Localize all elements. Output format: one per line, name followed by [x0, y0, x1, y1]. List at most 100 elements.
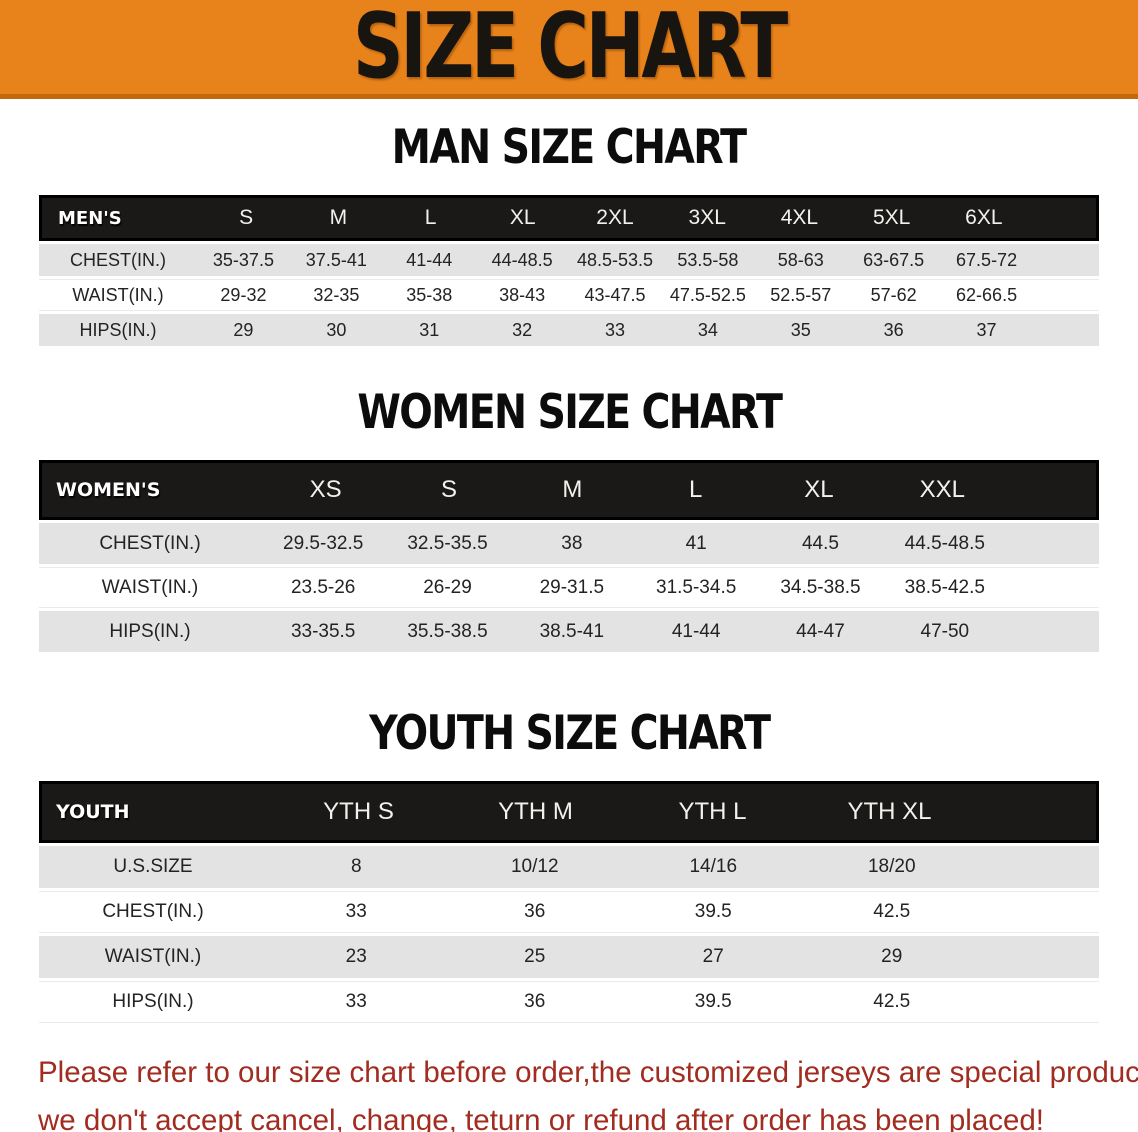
size-value: 23 — [345, 946, 367, 967]
banner-title: SIZE CHART — [352, 0, 788, 99]
size-value: 38 — [561, 532, 583, 554]
youth-section-heading: YOUTH SIZE CHART — [0, 710, 1138, 757]
women-size-table: WOMEN'S XS S M L XL XXL CHEST(IN.) 29.5-32.5 32.5… — [39, 460, 1099, 652]
table-row: WAIST(IN.) 23.5-26 26-29 29-31.5 31.5-34.5 34… — [39, 567, 1099, 608]
size-value: 35-37.5 — [212, 249, 274, 270]
size-value: 42.5 — [873, 991, 911, 1012]
size-value: 35.5-38.5 — [407, 620, 488, 642]
size-column-header: 4XL — [780, 206, 819, 229]
size-column-header: YTH XL — [847, 798, 932, 825]
size-column-header: M — [562, 476, 583, 503]
man-heading-text: MAN SIZE CHART — [392, 120, 747, 175]
size-column-header: XS — [309, 476, 342, 503]
size-value: 47-50 — [920, 620, 970, 642]
size-column-header: 5XL — [872, 206, 911, 229]
size-value: 41-44 — [671, 620, 721, 642]
size-chart-banner: SIZE CHART — [0, 0, 1138, 99]
size-value: 47.5-52.5 — [669, 284, 746, 305]
size-value: 41-44 — [406, 249, 453, 270]
table-row: WAIST(IN.) 23 25 27 29 — [39, 936, 1099, 978]
table-row: CHEST(IN.) 33 36 39.5 42.5 — [39, 891, 1099, 933]
row-label: HIPS(IN.) — [112, 991, 194, 1012]
size-value: 29.5-32.5 — [283, 532, 364, 554]
table-group-label: WOMEN'S — [56, 479, 161, 501]
size-column-header: L — [424, 206, 437, 229]
table-row: U.S.SIZE 8 10/12 14/16 18/20 — [39, 846, 1099, 888]
size-value: 39.5 — [694, 901, 732, 922]
size-value: 33 — [345, 991, 367, 1012]
size-value: 43-47.5 — [584, 284, 646, 305]
size-value: 41 — [685, 532, 707, 554]
size-column-header: 2XL — [596, 206, 634, 229]
size-value: 29-32 — [220, 284, 267, 305]
size-column-header: XL — [509, 206, 536, 229]
women-section-heading: WOMEN SIZE CHART — [0, 389, 1138, 436]
size-value: 30 — [326, 319, 347, 340]
size-value: 48.5-53.5 — [576, 249, 654, 270]
size-value: 33-35.5 — [290, 620, 356, 642]
disclaimer-text: Please refer to our size chart before or… — [38, 1049, 1138, 1132]
size-value: 57-62 — [870, 284, 917, 305]
size-column-header: YTH M — [498, 798, 573, 825]
table-header-row: WOMEN'S XS S M L XL XXL — [39, 460, 1099, 520]
size-value: 8 — [350, 856, 362, 877]
row-label: HIPS(IN.) — [79, 319, 157, 340]
youth-size-table: YOUTH YTH S YTH M YTH L YTH XL U.S.SIZE 8 10/12… — [39, 781, 1099, 1023]
size-value: 29-31.5 — [539, 576, 605, 598]
man-section-heading: MAN SIZE CHART — [0, 124, 1138, 171]
row-label: WAIST(IN.) — [104, 946, 202, 967]
size-column-header: L — [688, 476, 703, 503]
size-value: 67.5-72 — [956, 249, 1018, 270]
size-value: 37.5-41 — [305, 249, 367, 270]
size-value: 29 — [233, 319, 254, 340]
size-value: 27 — [702, 946, 724, 967]
size-value: 34.5-38.5 — [780, 576, 861, 598]
size-value: 38-43 — [499, 284, 546, 305]
size-value: 29 — [881, 946, 903, 967]
size-value: 44.5-48.5 — [904, 532, 985, 554]
table-group-label: YOUTH — [56, 801, 130, 823]
size-value: 44-47 — [796, 620, 845, 642]
table-row: HIPS(IN.) 29 30 31 32 33 34 35 36 37 — [39, 314, 1099, 346]
row-label: CHEST(IN.) — [70, 249, 166, 270]
size-column-header: M — [329, 206, 348, 229]
size-value: 31 — [419, 319, 440, 340]
size-value: 53.5-58 — [677, 249, 739, 270]
size-column-header: 3XL — [688, 206, 726, 229]
youth-heading-text: YOUTH SIZE CHART — [368, 706, 771, 761]
size-column-header: 6XL — [965, 206, 1003, 229]
size-column-header: XXL — [919, 476, 965, 503]
size-value: 35-38 — [406, 284, 453, 305]
row-label: HIPS(IN.) — [109, 620, 191, 642]
size-column-header: YTH L — [678, 798, 747, 825]
size-value: 32.5-35.5 — [407, 532, 488, 554]
size-value: 58-63 — [777, 249, 824, 270]
row-label: CHEST(IN.) — [99, 532, 201, 554]
size-value: 33 — [345, 901, 367, 922]
size-value: 31.5-34.5 — [656, 576, 737, 598]
size-value: 62-66.5 — [956, 284, 1018, 305]
size-column-header: YTH S — [323, 798, 394, 825]
size-value: 32-35 — [313, 284, 360, 305]
size-value: 36 — [883, 319, 904, 340]
table-header-row: MEN'S S M L XL 2XL 3XL 4XL 5XL 6XL — [39, 195, 1099, 241]
size-value: 23.5-26 — [290, 576, 356, 598]
size-value: 10/12 — [510, 856, 559, 877]
table-row: WAIST(IN.) 29-32 32-35 35-38 38-43 43-47.5 47.… — [39, 279, 1099, 311]
table-row: HIPS(IN.) 33-35.5 35.5-38.5 38.5-41 41-44 44-… — [39, 611, 1099, 652]
table-header-row: YOUTH YTH S YTH M YTH L YTH XL — [39, 781, 1099, 843]
size-value: 44-48.5 — [491, 249, 553, 270]
size-column-header: S — [440, 476, 457, 503]
table-group-label: MEN'S — [58, 207, 122, 229]
men-size-table: MEN'S S M L XL 2XL 3XL 4XL 5XL 6XL CHEST(IN.) 35-37… — [39, 195, 1099, 346]
size-value: 38.5-41 — [539, 620, 605, 642]
size-value: 34 — [697, 319, 718, 340]
size-value: 44.5 — [801, 532, 839, 554]
size-value: 39.5 — [694, 991, 732, 1012]
size-value: 32 — [512, 319, 533, 340]
disclaimer-line-1: Please refer to our size chart before or… — [38, 1056, 1138, 1089]
size-value: 52.5-57 — [770, 284, 832, 305]
row-label: U.S.SIZE — [113, 856, 193, 877]
size-value: 26-29 — [423, 576, 472, 598]
table-row: CHEST(IN.) 35-37.5 37.5-41 41-44 44-48.5 48.5… — [39, 244, 1099, 276]
